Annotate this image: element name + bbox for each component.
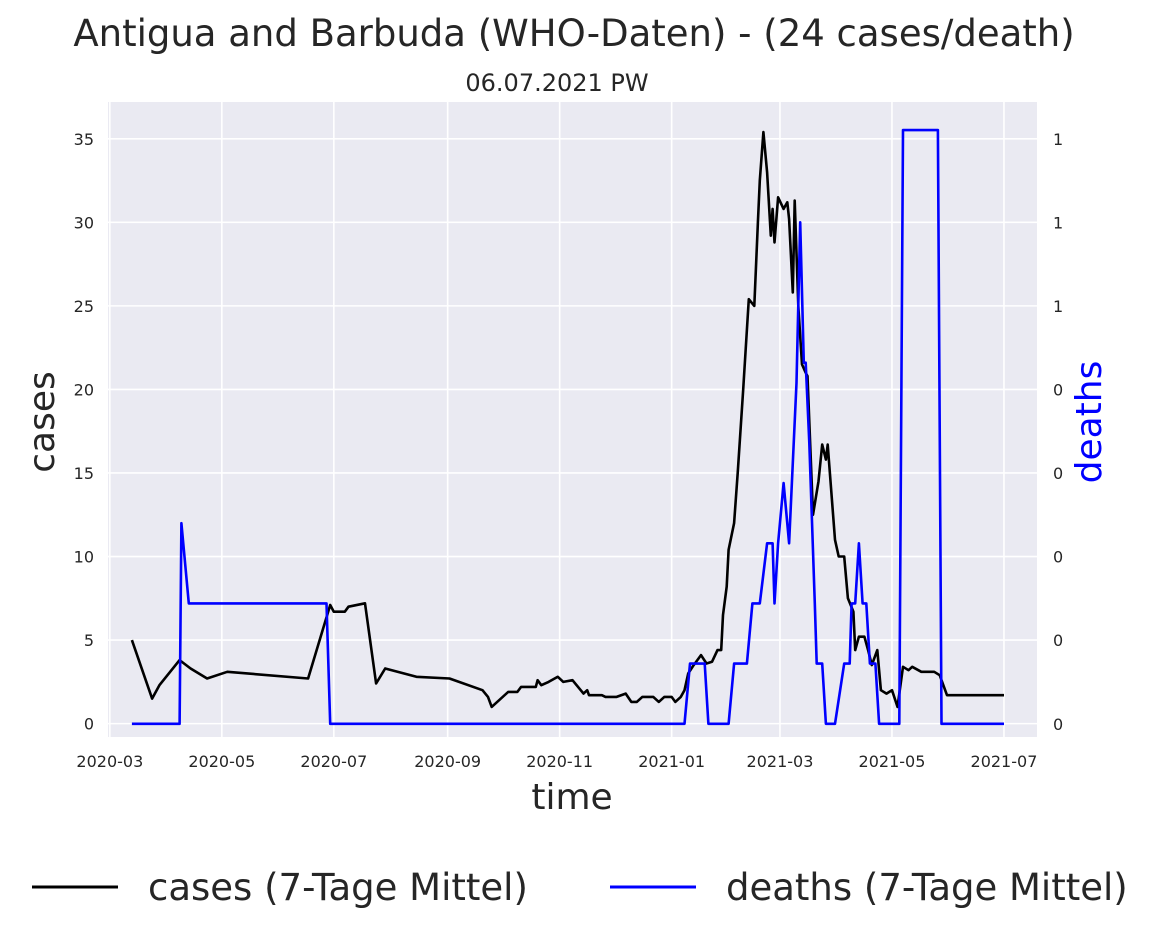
- x-tick-label: 2020-09: [414, 752, 481, 771]
- x-tick-label: 2021-01: [638, 752, 705, 771]
- y-tick-label: 0: [84, 715, 94, 734]
- cases-series-line: [130, 130, 1004, 709]
- y2-axis-label: deaths: [1069, 361, 1110, 484]
- y-axis-label: cases: [22, 371, 63, 473]
- y-tick-label: 30: [74, 213, 94, 232]
- y-tick-label: 5: [84, 631, 94, 650]
- y2-tick-labels: 0 0 0 0 0 1 1 1: [1053, 130, 1063, 734]
- x-tick-label: 2021-03: [747, 752, 814, 771]
- y-tick-label: 25: [74, 297, 94, 316]
- y2-tick-label: 0: [1053, 715, 1063, 734]
- legend: cases (7-Tage Mittel) deaths (7-Tage Mit…: [32, 866, 1128, 909]
- x-tick-label: 2020-05: [188, 752, 255, 771]
- x-tick-label: 2020-03: [76, 752, 143, 771]
- x-axis-label: time: [531, 777, 612, 818]
- y2-tick-label: 1: [1053, 213, 1063, 232]
- y-tick-label: 15: [74, 464, 94, 483]
- deaths-series-line: [131, 128, 1004, 726]
- chart-subtitle: 06.07.2021 PW: [465, 69, 648, 97]
- plot-area: [108, 102, 1037, 737]
- y2-tick-label: 0: [1053, 548, 1063, 567]
- x-tick-label: 2021-07: [971, 752, 1038, 771]
- chart-title: Antigua and Barbuda (WHO-Daten) - (24 ca…: [73, 12, 1074, 55]
- y-tick-label: 35: [74, 130, 94, 149]
- y2-tick-label: 1: [1053, 130, 1063, 149]
- y-tick-labels: 0 5 10 15 20 25 30 35: [74, 130, 94, 734]
- legend-label-deaths: deaths (7-Tage Mittel): [726, 866, 1128, 909]
- y-tick-label: 10: [74, 548, 94, 567]
- x-tick-label: 2020-11: [526, 752, 593, 771]
- series-layer: [130, 128, 1004, 726]
- y2-tick-label: 0: [1053, 380, 1063, 399]
- x-gridlines: [109, 102, 1005, 737]
- y2-tick-label: 1: [1053, 297, 1063, 316]
- x-tick-label: 2020-07: [300, 752, 367, 771]
- x-tick-labels: 2020-03 2020-05 2020-07 2020-09 2020-11 2021-…: [76, 752, 1037, 771]
- legend-label-cases: cases (7-Tage Mittel): [148, 866, 528, 909]
- y2-tick-label: 0: [1053, 464, 1063, 483]
- y2-tick-label: 0: [1053, 631, 1063, 650]
- x-tick-label: 2021-05: [859, 752, 926, 771]
- y-tick-label: 20: [74, 380, 94, 399]
